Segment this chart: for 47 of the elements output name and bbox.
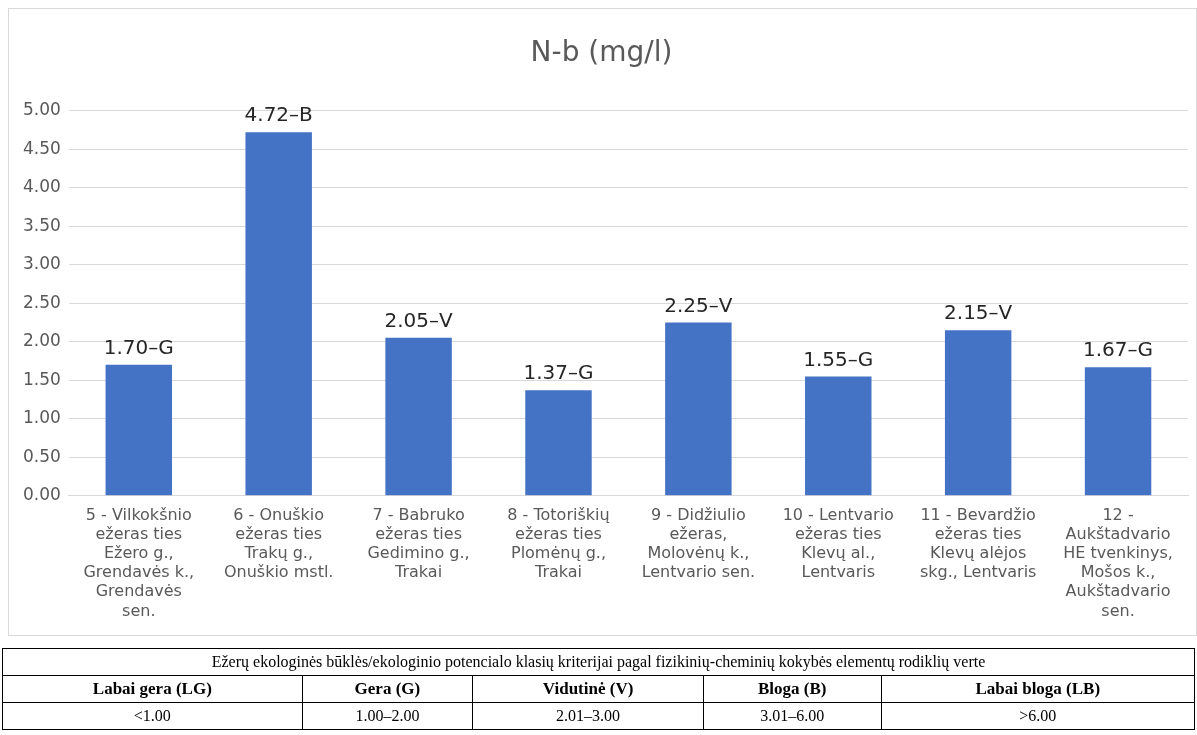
y-tick-label: 4.00 [22,176,61,197]
bar [245,132,312,496]
data-label: 4.72–B [244,102,313,127]
y-tick-label: 1.50 [22,368,61,389]
bar [944,330,1012,496]
text: 1.00–2.00 [302,702,473,730]
data-label: 1.67–G [1083,337,1154,362]
chart-title: N-b (mg/l) [530,35,673,69]
y-tick-label: 5.00 [22,99,61,120]
bar [385,337,452,496]
x-tick-label: 10 - Lentvario ežeras ties Klevų al., Lentvaris [782,504,894,582]
y-tick-label: 4.50 [22,137,61,158]
text: Labai bloga (LB) [881,675,1195,703]
data-label: 2.25–V [664,292,733,317]
x-tick-label: 8 - Totoriškių ežeras ties Plomėnų g., Trakai [507,504,610,582]
x-tick-label: 9 - Didžiulio ežeras, Molovėnų k., Lentvario sen. [641,504,756,582]
text: <1.00 [2,702,303,730]
bar [525,390,592,496]
data-label: 1.37–G [523,360,594,385]
x-tick-label: 12 - Aukštadvario HE tvenkinys, Mošos k., Aukštadvario sen. [1063,504,1173,620]
text: >6.00 [881,702,1195,730]
bar [105,364,173,496]
text: Gera (G) [302,675,473,703]
y-tick-label: 2.00 [22,330,61,351]
y-tick-label: 1.00 [22,407,61,428]
y-tick-label: 0.50 [22,445,61,466]
text: Bloga (B) [703,675,882,703]
text: 2.01–3.00 [472,702,704,730]
y-tick-label: 3.00 [22,253,61,274]
data-label: 2.05–V [384,308,454,333]
text: Ežerų ekologinės būklės/ekologinio potencialo klasių kriterijai pagal fizikinių-cheminių kokybės elementų rodiklių verte [2,648,1195,676]
x-tick-label: 6 - Onuškio ežeras ties Trakų g., Onuškio mstl. [223,504,334,582]
x-tick-label: 11 - Bevardžio ežeras ties Klevų alėjos skg., Lentvaris [919,504,1037,582]
x-tick-label: 7 - Babruko ežeras ties Gedimino g., Trakai [367,504,470,582]
text: Vidutinė (V) [472,675,704,703]
text: 3.01–6.00 [703,702,882,730]
text: Labai gera (LG) [2,675,303,703]
x-tick-label: 5 - Vilkokšnio ežeras ties Ežero g., Grendavės k., Grendavės sen. [83,504,195,620]
y-tick-label: 0.00 [22,484,61,505]
y-tick-label: 3.50 [22,214,61,235]
bar [665,322,732,496]
y-tick-label: 2.50 [22,291,61,312]
data-label: 2.15–V [944,300,1013,325]
data-label: 1.55–G [803,346,874,371]
bar [805,376,872,496]
bar [1084,367,1152,496]
data-label: 1.70–G [103,335,174,360]
